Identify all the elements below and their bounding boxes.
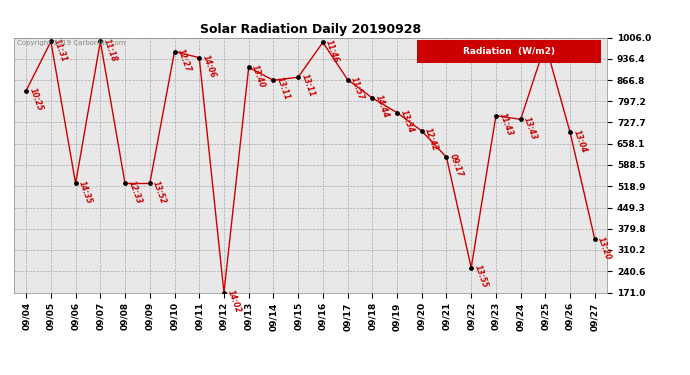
Point: [95, 39, 106, 45]
Text: 11:31: 11:31: [52, 37, 69, 63]
Point: [342, 76, 353, 82]
Text: 09:17: 09:17: [448, 153, 464, 178]
Point: [194, 55, 205, 61]
Point: [466, 265, 477, 271]
Bar: [417, 40, 601, 63]
Point: [46, 39, 57, 45]
Point: [540, 41, 551, 47]
Point: [391, 110, 402, 116]
Text: 14:06: 14:06: [201, 54, 217, 79]
Point: [219, 290, 230, 296]
Text: 10:25: 10:25: [28, 87, 44, 112]
Text: 13:52: 13:52: [151, 179, 168, 205]
Point: [367, 95, 378, 101]
Text: 13:40: 13:40: [250, 63, 267, 89]
Text: 14:02: 14:02: [226, 288, 242, 314]
Text: 11:18: 11:18: [101, 37, 119, 63]
Text: 13:11: 13:11: [299, 73, 316, 99]
Point: [268, 77, 279, 83]
Point: [317, 39, 328, 45]
Point: [515, 116, 526, 122]
Point: [243, 64, 254, 70]
Point: [293, 74, 304, 80]
Text: Radiation  (W/m2): Radiation (W/m2): [463, 47, 555, 56]
Text: 14:35: 14:35: [77, 179, 94, 205]
Point: [441, 154, 452, 160]
Text: 12:33: 12:33: [126, 179, 143, 205]
Text: 11:57: 11:57: [349, 75, 366, 101]
Point: [21, 88, 32, 94]
Point: [169, 48, 180, 54]
Point: [119, 180, 130, 186]
Text: 14:44: 14:44: [374, 94, 391, 119]
Text: 13:43: 13:43: [522, 115, 539, 141]
Text: 12:42: 12:42: [423, 127, 440, 152]
Text: Copyright 2019 Carbonids.com: Copyright 2019 Carbonids.com: [17, 40, 126, 46]
Point: [416, 128, 427, 134]
Text: 12:36: 12:36: [546, 40, 564, 65]
Point: [589, 236, 600, 242]
Text: 12:27: 12:27: [176, 47, 193, 73]
Text: 13:20: 13:20: [596, 235, 613, 261]
Text: 13:55: 13:55: [473, 264, 489, 289]
Point: [564, 129, 575, 135]
Title: Solar Radiation Daily 20190928: Solar Radiation Daily 20190928: [200, 23, 421, 36]
Text: 13:34: 13:34: [398, 108, 415, 134]
Point: [491, 112, 502, 118]
Text: 13:11: 13:11: [275, 76, 291, 102]
Text: 13:04: 13:04: [571, 128, 588, 154]
Point: [70, 180, 81, 186]
Text: 11:43: 11:43: [497, 111, 514, 137]
Point: [144, 180, 155, 186]
Text: 11:46: 11:46: [324, 38, 341, 64]
